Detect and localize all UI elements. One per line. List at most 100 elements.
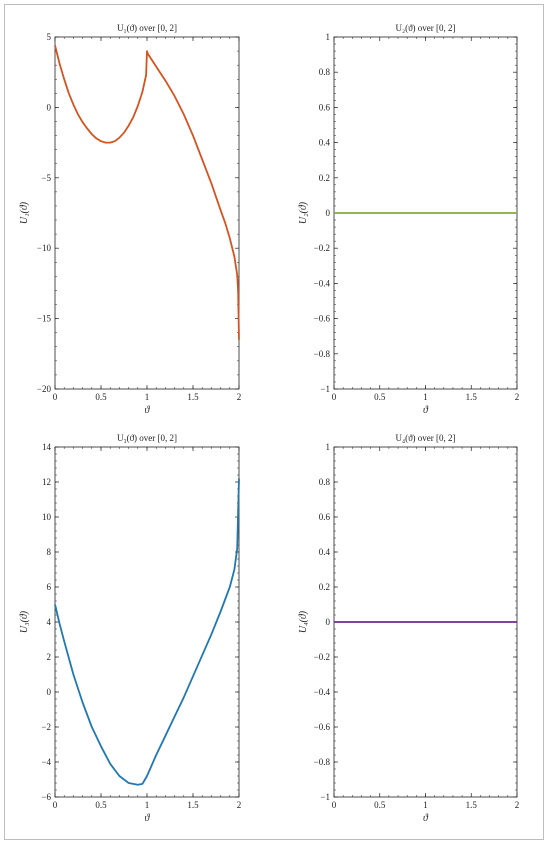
data-point <box>220 611 222 613</box>
y-tick-label: 6 <box>47 582 52 592</box>
y-tick-label: −20 <box>37 384 52 394</box>
y-tick-label: 0.2 <box>319 173 330 183</box>
data-point <box>100 745 102 747</box>
y-tick-label: −1 <box>320 384 330 394</box>
data-point <box>63 640 65 642</box>
data-point <box>59 623 61 625</box>
x-tick-label: 2 <box>515 800 520 810</box>
x-tick-label: 0.5 <box>374 800 386 810</box>
x-axis-label-u4: ϑ <box>423 813 429 824</box>
x-tick-label: 0 <box>53 392 58 402</box>
chart-title-u2: U₂(ϑ) over [0, 2] <box>395 23 455 33</box>
data-point <box>68 92 70 94</box>
y-tick-label: −15 <box>37 314 52 324</box>
data-point <box>77 114 79 116</box>
y-tick-label: 0.6 <box>319 102 331 112</box>
data-point <box>174 95 176 97</box>
data-point <box>165 735 167 737</box>
x-tick-label: 1.5 <box>187 800 199 810</box>
data-point <box>146 50 148 52</box>
x-tick-label: 0.5 <box>374 392 386 402</box>
y-tick-label: 0.8 <box>319 67 331 77</box>
x-tick-label: 1 <box>145 392 150 402</box>
data-point <box>155 754 157 756</box>
data-point <box>123 132 125 134</box>
x-tick-label: 1 <box>423 392 428 402</box>
data-point <box>201 654 203 656</box>
data-point <box>192 135 194 137</box>
data-point <box>91 133 93 135</box>
x-axis-label-u2: ϑ <box>423 405 429 416</box>
y-tick-label: −0.2 <box>314 652 330 662</box>
x-tick-label: 2 <box>237 800 242 810</box>
data-point <box>147 53 149 55</box>
y-axis-label-u3: U₃(ϑ) <box>19 610 30 633</box>
data-point <box>59 63 61 65</box>
data-point <box>91 726 93 728</box>
data-point <box>155 66 157 68</box>
y-tick-label: 4 <box>47 617 52 627</box>
data-point <box>211 633 213 635</box>
data-point <box>100 140 102 142</box>
y-tick-label: −0.4 <box>314 687 331 697</box>
x-tick-label: 2 <box>515 392 520 402</box>
chart-title-u3: U₃(ϑ) over [0, 2] <box>117 433 177 443</box>
data-point <box>86 128 88 130</box>
data-point <box>238 478 240 480</box>
y-tick-label: 1 <box>326 32 331 42</box>
data-point <box>229 586 231 588</box>
y-tick-label: 0.8 <box>319 477 331 487</box>
data-point <box>237 290 239 292</box>
data-point <box>183 114 185 116</box>
x-tick-label: 2 <box>237 392 242 402</box>
data-point <box>516 621 518 623</box>
data-point <box>183 696 185 698</box>
data-point <box>109 763 111 765</box>
data-point <box>211 183 213 185</box>
y-axis-label-u2: U₂(ϑ) <box>298 201 309 224</box>
y-tick-label: −0.2 <box>314 243 330 253</box>
y-tick-label: 8 <box>47 547 52 557</box>
data-point <box>119 137 121 139</box>
chart-title-u1: U₁(ϑ) over [0, 2] <box>117 23 177 33</box>
series-line-u3 <box>54 478 240 786</box>
data-point <box>145 74 147 76</box>
x-axis-label-u3: ϑ <box>145 813 151 824</box>
data-point <box>137 105 139 107</box>
data-point <box>236 274 238 276</box>
data-point <box>54 45 56 47</box>
x-tick-label: 1 <box>145 800 150 810</box>
y-tick-label: 12 <box>42 477 51 487</box>
data-point <box>192 675 194 677</box>
x-tick-label: 0.5 <box>95 800 107 810</box>
y-tick-label: −0.6 <box>314 722 331 732</box>
x-axis-label-u1: ϑ <box>145 405 151 416</box>
data-point <box>238 339 240 341</box>
data-point <box>114 140 116 142</box>
y-tick-label: 0.4 <box>319 138 331 148</box>
data-point <box>333 621 335 623</box>
x-tick-label: 0 <box>53 800 58 810</box>
data-point <box>165 80 167 82</box>
data-point <box>142 783 144 785</box>
figure-frame <box>4 4 544 840</box>
data-point <box>142 91 144 93</box>
y-tick-label: 0 <box>326 617 331 627</box>
y-axis-label-u1: U₁(ϑ) <box>19 201 30 224</box>
y-tick-label: 0 <box>326 208 331 218</box>
data-point <box>82 702 84 704</box>
x-tick-label: 1.5 <box>466 392 478 402</box>
y-tick-label: −4 <box>41 757 51 767</box>
y-tick-label: −1 <box>320 792 330 802</box>
y-tick-label: 5 <box>47 32 52 42</box>
y-tick-label: 0 <box>47 687 52 697</box>
y-tick-label: −0.6 <box>314 314 331 324</box>
data-point <box>73 104 75 106</box>
data-point <box>96 138 98 140</box>
y-tick-label: 1 <box>326 442 331 452</box>
data-point <box>63 78 65 80</box>
data-point <box>174 716 176 718</box>
chart-u3: U₃(ϑ) over [0, 2] 0 0.5 1 1.5 2 −6 −4 −2 0 2 4 6 8 10 1… <box>19 433 241 824</box>
data-point <box>224 222 226 224</box>
